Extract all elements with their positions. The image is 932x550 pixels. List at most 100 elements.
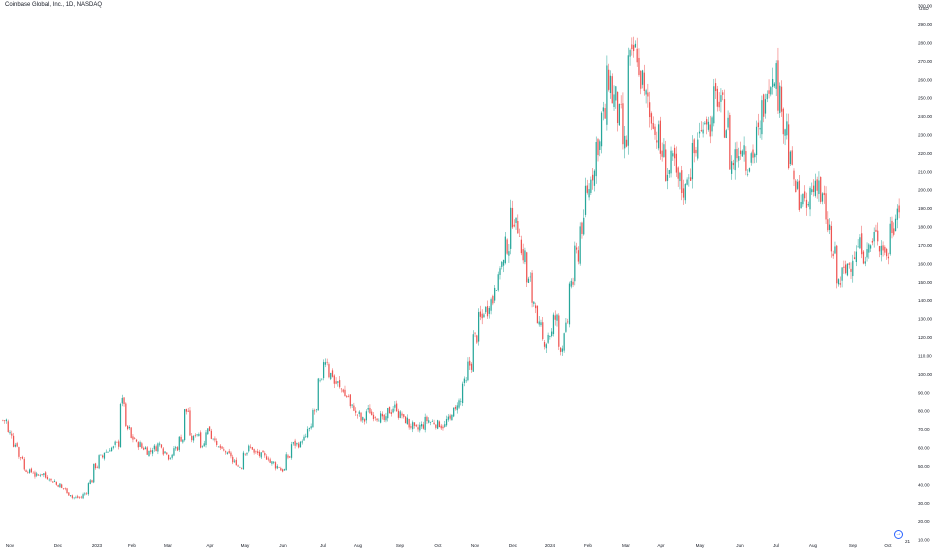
candle-up — [802, 193, 804, 205]
candle-up — [39, 475, 41, 476]
candle-up — [299, 441, 302, 448]
candle-up — [429, 422, 432, 423]
candle-down — [381, 413, 384, 417]
candle-up — [869, 245, 872, 249]
candle-up — [321, 378, 323, 380]
candle-down — [675, 153, 678, 173]
candle-up — [431, 421, 433, 422]
candle-up — [456, 405, 458, 411]
candle-down — [223, 449, 225, 451]
candle-down — [331, 370, 334, 377]
candle-down — [265, 456, 268, 460]
candle-down — [383, 414, 385, 421]
time-tick-label: May — [696, 543, 705, 548]
candle-down — [520, 239, 523, 254]
candle-down — [795, 180, 797, 193]
candle-down — [187, 410, 189, 412]
time-axis[interactable]: Nov Dec 2023 Feb Mar Apr May Jun Jul Aug Sep Oct Nov… — [6, 543, 892, 548]
candle-down — [597, 139, 599, 156]
candle-up — [358, 411, 360, 415]
candle-up — [497, 274, 499, 291]
goto-realtime-button[interactable]: → — [894, 530, 903, 539]
price-tick-label: 80.00 — [918, 409, 930, 414]
candle-down — [695, 149, 697, 154]
candle-up — [495, 290, 498, 291]
candle-up — [114, 441, 116, 445]
candle-down — [282, 469, 284, 472]
candle-down — [511, 207, 514, 228]
candle-up — [290, 444, 293, 458]
candle-down — [208, 426, 211, 432]
candle-down — [162, 448, 164, 455]
candle-down — [777, 60, 779, 111]
candle-down — [34, 472, 36, 477]
candle-up — [406, 417, 408, 425]
candle-down — [442, 426, 444, 429]
candle-down — [659, 120, 661, 154]
candle-down — [130, 427, 132, 438]
candle-up — [515, 217, 517, 223]
candle-down — [369, 407, 371, 414]
candle-down — [333, 375, 335, 384]
price-tick-label: 290.00 — [918, 22, 932, 27]
candle-down — [237, 465, 239, 467]
candle-down — [32, 472, 34, 474]
price-axis-unit: USD — [919, 6, 929, 11]
time-tick-label: Feb — [584, 543, 592, 548]
candle-down — [232, 456, 234, 463]
candle-down — [845, 264, 847, 274]
candle-down — [435, 424, 437, 428]
candle-up — [324, 362, 327, 365]
candle-up — [538, 321, 540, 325]
candle-down — [848, 263, 850, 265]
candle-down — [681, 170, 683, 194]
candle-down — [861, 233, 863, 255]
candle-up — [444, 424, 446, 427]
price-axis[interactable]: 10.00 20.00 30.00 40.00 50.00 60.00 70.00 80.00… — [918, 4, 932, 543]
candle-up — [645, 90, 647, 95]
candle-up — [367, 408, 369, 410]
candle-down — [690, 177, 692, 181]
candle-down — [180, 436, 182, 442]
candle-up — [283, 469, 286, 471]
candle-down — [830, 225, 833, 252]
candle-down — [11, 433, 13, 436]
candle-down — [884, 246, 886, 253]
price-tick-label: 280.00 — [918, 40, 932, 45]
candle-up — [14, 444, 16, 447]
candle-up — [754, 153, 756, 158]
price-tick-label: 140.00 — [918, 298, 932, 303]
candle-up — [524, 250, 526, 263]
candle-up — [48, 479, 50, 481]
candle-up — [494, 287, 496, 301]
candle-down — [57, 485, 59, 487]
candle-up — [119, 403, 122, 448]
candle-down — [123, 397, 125, 404]
candle-down — [132, 436, 134, 440]
candle-down — [640, 70, 642, 89]
candle-down — [408, 418, 410, 428]
candle-down — [820, 176, 822, 202]
candle-up — [182, 439, 184, 443]
candle-down — [390, 412, 392, 415]
price-tick-label: 150.00 — [918, 280, 932, 285]
candle-up — [312, 410, 314, 428]
candle-up — [173, 448, 175, 456]
candle-up — [771, 78, 774, 88]
candle-up — [770, 87, 772, 95]
candle-down — [52, 481, 54, 483]
candle-up — [510, 207, 512, 249]
candle-up — [800, 201, 802, 209]
candle-up — [315, 409, 318, 410]
candle-down — [7, 421, 9, 433]
candle-up — [458, 400, 460, 408]
candle-up — [483, 314, 485, 318]
candle-up — [153, 445, 155, 450]
candle-up — [547, 334, 549, 343]
candle-down — [805, 199, 808, 208]
candle-up — [779, 85, 781, 114]
candle-down — [155, 446, 157, 452]
candle-down — [118, 441, 120, 447]
candle-down — [12, 435, 15, 447]
